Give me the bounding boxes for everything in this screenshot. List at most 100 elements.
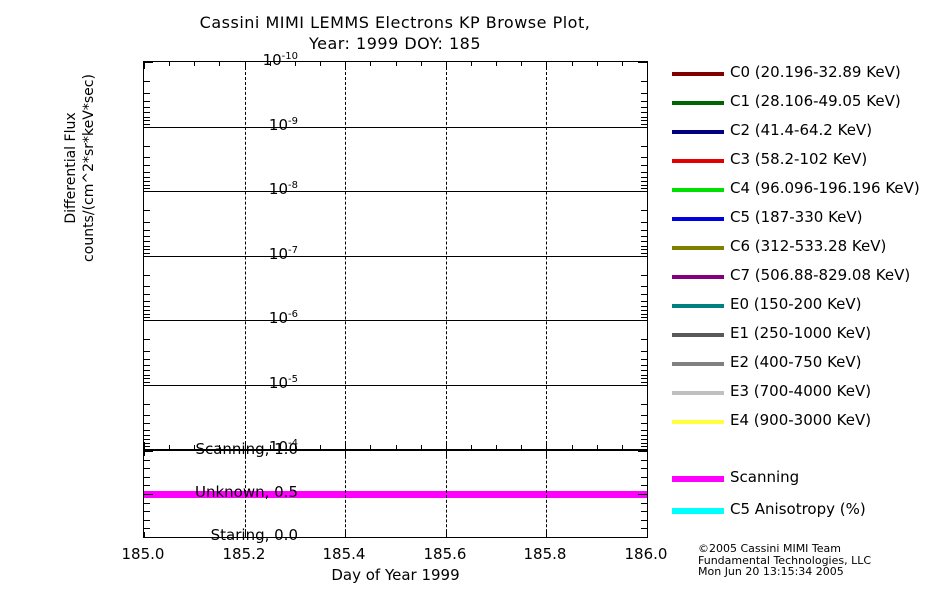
legend-item-channel[interactable]: E4 (900-3000 KeV) bbox=[672, 409, 950, 438]
y-axis-tick bbox=[638, 320, 647, 321]
y-axis-minor-tick bbox=[144, 107, 150, 108]
y-axis-tick bbox=[144, 127, 153, 128]
y-axis-minor-tick bbox=[144, 81, 150, 82]
y-axis-tick-label: 10-7 bbox=[268, 245, 298, 263]
x-axis-minor-tick bbox=[471, 445, 472, 449]
legend-item-channel[interactable]: C7 (506.88-829.08 KeV) bbox=[672, 264, 950, 293]
legend-item-channel[interactable]: C4 (96.096-196.196 KeV) bbox=[672, 177, 950, 206]
y-axis-minor-tick bbox=[641, 236, 647, 237]
legend-color-swatch bbox=[672, 362, 724, 366]
y-axis-minor-tick bbox=[641, 365, 647, 366]
x-axis-minor-tick bbox=[521, 62, 522, 66]
y-axis-minor-tick bbox=[641, 249, 647, 250]
scan-x-tick bbox=[647, 451, 648, 456]
scan-x-tick bbox=[245, 532, 246, 537]
y-axis-minor-tick bbox=[144, 210, 150, 211]
scan-x-tick bbox=[546, 532, 547, 537]
y-axis-tick bbox=[638, 256, 647, 257]
y-axis-minor-tick bbox=[144, 120, 150, 121]
y-axis-minor-tick bbox=[641, 81, 647, 82]
y-axis-minor-tick bbox=[144, 435, 150, 436]
y-axis-minor-tick bbox=[641, 359, 647, 360]
scan-y-minor-tick bbox=[641, 528, 647, 529]
y-axis-minor-tick bbox=[144, 351, 150, 352]
y-axis-minor-tick bbox=[144, 241, 150, 242]
y-axis-minor-tick bbox=[641, 423, 647, 424]
scan-y-minor-tick bbox=[641, 460, 647, 461]
legend-label: E4 (900-3000 KeV) bbox=[730, 411, 872, 429]
scanning-mode-line bbox=[144, 491, 647, 498]
y-axis-minor-tick bbox=[641, 439, 647, 440]
y-axis-minor-tick bbox=[641, 146, 647, 147]
y-axis-tick bbox=[144, 62, 153, 63]
y-axis-minor-tick bbox=[144, 157, 150, 158]
x-axis-minor-tick bbox=[496, 445, 497, 449]
y-axis-minor-tick bbox=[641, 241, 647, 242]
vertical-gridline bbox=[345, 62, 346, 449]
y-axis-minor-tick bbox=[641, 112, 647, 113]
y-axis-tick bbox=[638, 62, 647, 63]
x-axis-tick-label: 185.6 bbox=[423, 545, 467, 563]
legend-label: E3 (700-4000 KeV) bbox=[730, 382, 872, 400]
y-axis-minor-tick bbox=[144, 378, 150, 379]
x-axis-tick bbox=[446, 62, 447, 69]
legend-item-mode[interactable]: Scanning bbox=[672, 466, 950, 498]
y-axis-minor-tick bbox=[641, 378, 647, 379]
x-axis-tick bbox=[345, 62, 346, 69]
x-axis-minor-tick bbox=[169, 445, 170, 449]
x-axis-minor-tick bbox=[597, 445, 598, 449]
legend-item-channel[interactable]: C6 (312-533.28 KeV) bbox=[672, 235, 950, 264]
y-axis-minor-tick bbox=[144, 112, 150, 113]
y-axis-minor-tick bbox=[641, 404, 647, 405]
legend-color-swatch bbox=[672, 217, 724, 221]
x-axis-tick bbox=[647, 442, 648, 449]
y-axis-minor-tick bbox=[641, 157, 647, 158]
legend-item-channel[interactable]: E2 (400-750 KeV) bbox=[672, 351, 950, 380]
y-axis-minor-tick bbox=[144, 415, 150, 416]
legend-item-channel[interactable]: C3 (58.2-102 KeV) bbox=[672, 148, 950, 177]
legend-color-swatch bbox=[672, 72, 724, 76]
legend-item-channel[interactable]: E1 (250-1000 KeV) bbox=[672, 322, 950, 351]
mode-legend: Scanning C5 Anisotropy (%) bbox=[672, 466, 950, 530]
scan-y-tick bbox=[638, 451, 647, 452]
scan-y-tick bbox=[144, 494, 153, 495]
y-axis-minor-tick bbox=[144, 404, 150, 405]
y-axis-minor-tick bbox=[641, 177, 647, 178]
y-axis-minor-tick bbox=[144, 177, 150, 178]
legend-item-channel[interactable]: E3 (700-4000 KeV) bbox=[672, 380, 950, 409]
x-axis-minor-tick bbox=[320, 62, 321, 66]
y-axis-tick bbox=[638, 449, 647, 450]
y-axis-minor-tick bbox=[641, 446, 647, 447]
legend-item-channel[interactable]: C5 (187-330 KeV) bbox=[672, 206, 950, 235]
scan-y-tick bbox=[144, 451, 153, 452]
y-axis-minor-tick bbox=[641, 230, 647, 231]
horizontal-gridline bbox=[144, 256, 647, 257]
legend-item-channel[interactable]: C2 (41.4-64.2 KeV) bbox=[672, 119, 950, 148]
y-axis-minor-tick bbox=[144, 253, 150, 254]
x-axis-minor-tick bbox=[421, 62, 422, 66]
scan-x-tick bbox=[446, 532, 447, 537]
scan-mode-tick-label: Unknown, 0.5 bbox=[194, 483, 298, 501]
legend-label: E2 (400-750 KeV) bbox=[730, 353, 862, 371]
y-axis-minor-tick bbox=[641, 339, 647, 340]
y-axis-minor-tick bbox=[144, 275, 150, 276]
legend-item-channel[interactable]: C0 (20.196-32.89 KeV) bbox=[672, 61, 950, 90]
scan-y-minor-tick bbox=[144, 528, 150, 529]
y-axis-minor-tick bbox=[641, 222, 647, 223]
scan-y-minor-tick bbox=[144, 520, 150, 521]
legend-item-channel[interactable]: E0 (150-200 KeV) bbox=[672, 293, 950, 322]
y-axis-minor-tick bbox=[144, 230, 150, 231]
y-axis-minor-tick bbox=[641, 210, 647, 211]
y-axis-minor-tick bbox=[144, 339, 150, 340]
y-axis-minor-tick bbox=[144, 443, 150, 444]
y-axis-minor-tick bbox=[641, 435, 647, 436]
x-axis-minor-tick bbox=[295, 62, 296, 66]
y-axis-minor-tick bbox=[641, 120, 647, 121]
legend-item-channel[interactable]: C1 (28.106-49.05 KeV) bbox=[672, 90, 950, 119]
x-axis-minor-tick bbox=[396, 62, 397, 66]
scan-mode-tick-label: Staring, 0.0 bbox=[210, 526, 298, 544]
x-axis-tick bbox=[245, 442, 246, 449]
y-axis-caption: Differential Flux counts/(cm^2*sr*keV*se… bbox=[63, 74, 97, 262]
legend-item-mode[interactable]: C5 Anisotropy (%) bbox=[672, 498, 950, 530]
y-axis-minor-tick bbox=[144, 188, 150, 189]
